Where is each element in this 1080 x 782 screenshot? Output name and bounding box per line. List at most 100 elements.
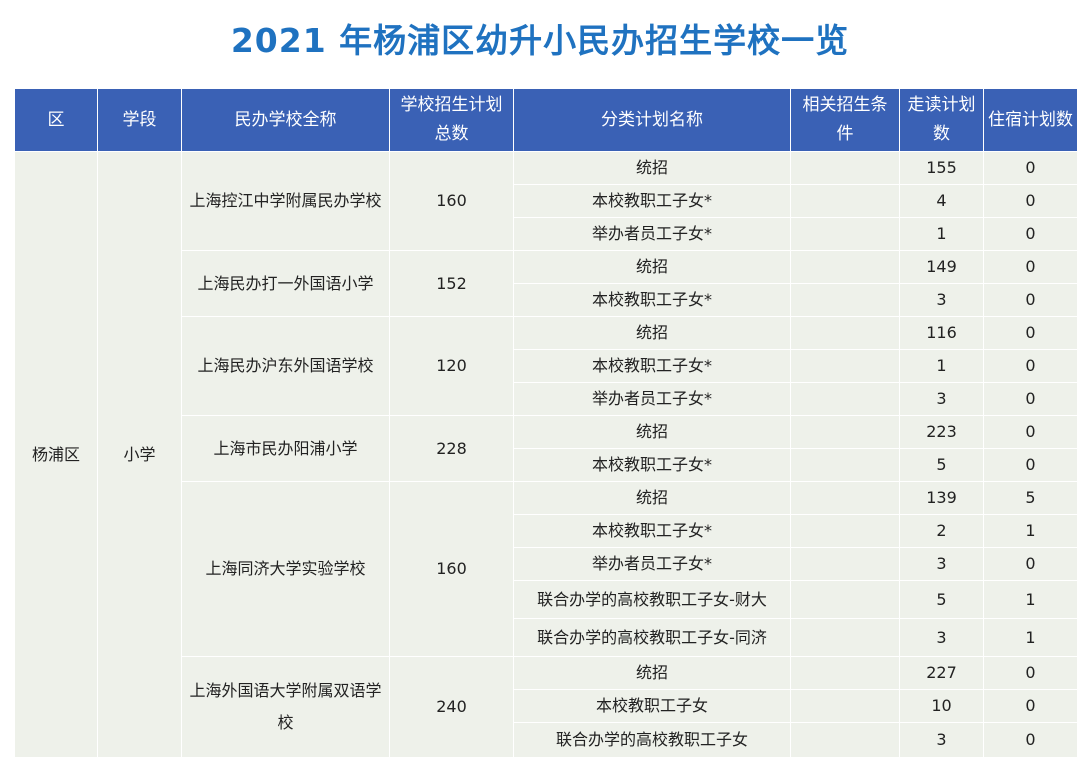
category-cell: 举办者员工子女*: [513, 217, 791, 251]
category-cell: 本校教职工子女*: [513, 349, 791, 383]
table-row: 本校教职工子女 10 0: [15, 689, 1078, 723]
header-condition: 相关招生条件: [790, 88, 900, 152]
condition-cell: [790, 250, 900, 284]
school-name-cell: 上海市民办阳浦小学: [181, 415, 390, 482]
header-school-name: 民办学校全称: [181, 88, 390, 152]
category-cell: 统招: [513, 656, 791, 690]
category-cell: 联合办学的高校教职工子女-财大: [513, 580, 791, 619]
boarding-count-cell: 0: [983, 689, 1078, 723]
table-row: 举办者员工子女* 1 0: [15, 217, 1078, 251]
header-boarding: 住宿计划数: [983, 88, 1078, 152]
condition-cell: [790, 448, 900, 482]
table-row: 联合办学的高校教职工子女 3 0: [15, 722, 1078, 758]
table-row: 举办者员工子女* 3 0: [15, 382, 1078, 416]
boarding-count-cell: 0: [983, 656, 1078, 690]
school-total-cell: 120: [389, 316, 514, 416]
table-row: 杨浦区 小学 上海控江中学附属民办学校 160 统招 155 0: [14, 151, 1078, 758]
school-name-cell: 上海民办打一外国语小学: [181, 250, 390, 317]
boarding-count-cell: 0: [983, 151, 1078, 185]
category-cell: 本校教职工子女: [513, 689, 791, 723]
boarding-count-cell: 1: [983, 580, 1078, 619]
table-body: 杨浦区 小学 上海控江中学附属民办学校 160 统招 155 0 本校教职工子女* 4 0 举办者员…: [14, 151, 1078, 758]
boarding-count-cell: 0: [983, 250, 1078, 284]
enrollment-table: 区 学段 民办学校全称 学校招生计划总数 分类计划名称 相关招生条件 走读计划数…: [14, 88, 1078, 758]
boarding-count-cell: 0: [983, 184, 1078, 218]
day-count-cell: 3: [899, 618, 984, 657]
day-count-cell: 1: [899, 217, 984, 251]
category-cell: 统招: [513, 481, 791, 515]
condition-cell: [790, 349, 900, 383]
day-count-cell: 3: [899, 382, 984, 416]
category-cell: 统招: [513, 316, 791, 350]
boarding-count-cell: 0: [983, 382, 1078, 416]
day-count-cell: 223: [899, 415, 984, 449]
condition-cell: [790, 151, 900, 185]
condition-cell: [790, 656, 900, 690]
category-cell: 本校教职工子女*: [513, 184, 791, 218]
table-row: 上海外国语大学附属双语学校 240 统招 227 0: [15, 656, 1078, 758]
boarding-count-cell: 0: [983, 316, 1078, 350]
day-count-cell: 116: [899, 316, 984, 350]
condition-cell: [790, 184, 900, 218]
category-cell: 本校教职工子女*: [513, 448, 791, 482]
boarding-count-cell: 5: [983, 481, 1078, 515]
school-total-cell: 240: [389, 656, 514, 758]
school-total-cell: 160: [389, 151, 514, 251]
table-row: 本校教职工子女* 4 0: [15, 184, 1078, 218]
condition-cell: [790, 618, 900, 657]
school-name-cell: 上海民办沪东外国语学校: [181, 316, 390, 416]
condition-cell: [790, 382, 900, 416]
table-row: 本校教职工子女* 2 1: [15, 514, 1078, 548]
table-row: 联合办学的高校教职工子女-财大 5 1: [15, 580, 1078, 619]
day-count-cell: 2: [899, 514, 984, 548]
condition-cell: [790, 316, 900, 350]
district-cell: 杨浦区: [14, 151, 98, 758]
category-cell: 举办者员工子女*: [513, 547, 791, 581]
header-total: 学校招生计划总数: [389, 88, 514, 152]
header-category: 分类计划名称: [513, 88, 791, 152]
day-count-cell: 3: [899, 547, 984, 581]
day-count-cell: 1: [899, 349, 984, 383]
condition-cell: [790, 547, 900, 581]
category-cell: 联合办学的高校教职工子女: [513, 722, 791, 758]
category-cell: 统招: [513, 151, 791, 185]
table-row: 举办者员工子女* 3 0: [15, 547, 1078, 581]
page-title: 2021 年杨浦区幼升小民办招生学校一览: [230, 21, 850, 60]
header-stage: 学段: [97, 88, 182, 152]
table-row: 本校教职工子女* 3 0: [15, 283, 1078, 317]
boarding-count-cell: 0: [983, 722, 1078, 758]
table-row: 联合办学的高校教职工子女-同济 3 1: [15, 618, 1078, 657]
condition-cell: [790, 217, 900, 251]
condition-cell: [790, 580, 900, 619]
day-count-cell: 5: [899, 448, 984, 482]
school-name-cell: 上海外国语大学附属双语学校: [181, 656, 390, 758]
day-count-cell: 139: [899, 481, 984, 515]
boarding-count-cell: 1: [983, 618, 1078, 657]
table-row: 本校教职工子女* 1 0: [15, 349, 1078, 383]
school-total-cell: 228: [389, 415, 514, 482]
boarding-count-cell: 1: [983, 514, 1078, 548]
condition-cell: [790, 689, 900, 723]
header-district: 区: [14, 88, 98, 152]
category-cell: 举办者员工子女*: [513, 382, 791, 416]
day-count-cell: 155: [899, 151, 984, 185]
boarding-count-cell: 0: [983, 415, 1078, 449]
category-cell: 联合办学的高校教职工子女-同济: [513, 618, 791, 657]
condition-cell: [790, 481, 900, 515]
condition-cell: [790, 415, 900, 449]
boarding-count-cell: 0: [983, 283, 1078, 317]
boarding-count-cell: 0: [983, 448, 1078, 482]
school-name-cell: 上海控江中学附属民办学校: [181, 151, 390, 251]
condition-cell: [790, 514, 900, 548]
table-row: 上海民办沪东外国语学校 120 统招 116 0: [15, 316, 1078, 416]
table-row: 上海同济大学实验学校 160 统招 139 5: [15, 481, 1078, 657]
day-count-cell: 3: [899, 722, 984, 758]
table-row: 本校教职工子女* 5 0: [15, 448, 1078, 482]
category-cell: 统招: [513, 415, 791, 449]
category-cell: 统招: [513, 250, 791, 284]
school-total-cell: 152: [389, 250, 514, 317]
boarding-count-cell: 0: [983, 349, 1078, 383]
boarding-count-cell: 0: [983, 217, 1078, 251]
header-day-students: 走读计划数: [899, 88, 984, 152]
day-count-cell: 10: [899, 689, 984, 723]
